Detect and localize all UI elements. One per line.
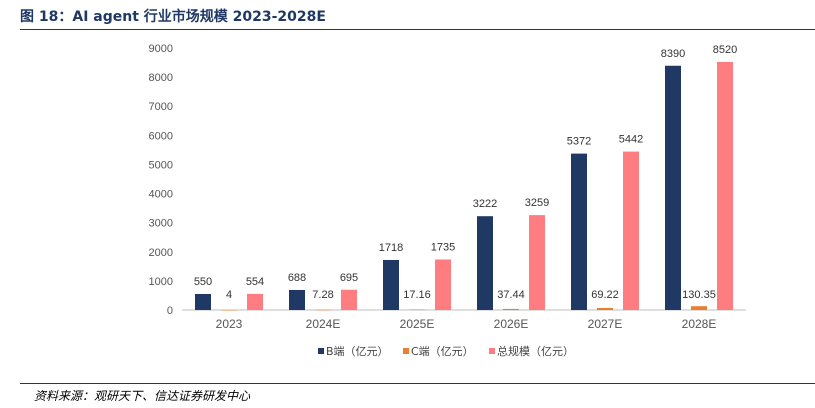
figure-title: 图 18：AI agent 行业市场规模 2023-2028E <box>20 9 326 25</box>
y-axis: 0 1000 2000 3000 4000 5000 6000 7000 8000 9000 <box>149 43 173 317</box>
data-label: 37.44 <box>497 289 525 301</box>
bar-2025E-series-1 <box>409 309 425 311</box>
data-label: 5372 <box>567 136 591 148</box>
data-label: 695 <box>340 272 358 284</box>
data-label: 1718 <box>379 242 403 254</box>
y-tick-label: 6000 <box>149 130 173 142</box>
bar-chart: 0 1000 2000 3000 4000 5000 6000 7000 8000 9000 55… <box>149 43 746 358</box>
data-label: 5442 <box>619 134 643 146</box>
x-tick-label: 2025E <box>400 317 435 331</box>
data-label: 17.16 <box>403 289 431 301</box>
y-tick-label: 4000 <box>149 189 173 201</box>
bar-2023-series-1 <box>221 309 237 311</box>
legend-label: B端（亿元） <box>326 345 389 358</box>
y-tick-label: 9000 <box>149 43 173 55</box>
bar-2027E-series-0 <box>571 153 587 310</box>
data-label: 3222 <box>473 198 497 210</box>
y-tick-label: 2000 <box>149 247 173 259</box>
y-tick-label: 8000 <box>149 72 173 84</box>
legend-label: C端（亿元） <box>411 345 474 358</box>
data-label: 4 <box>226 289 232 301</box>
data-label: 1735 <box>431 241 455 253</box>
bar-2025E-series-0 <box>383 259 399 310</box>
y-tick-label: 0 <box>167 305 173 317</box>
data-label: 3259 <box>525 197 549 209</box>
data-label: 550 <box>194 276 212 288</box>
bar-2023-series-2 <box>247 293 263 310</box>
data-label: 8520 <box>713 44 737 56</box>
bar-2026E-series-1 <box>503 308 519 310</box>
bar-2027E-series-2 <box>623 151 639 310</box>
data-label: 554 <box>246 276 264 288</box>
data-label: 130.35 <box>682 289 716 301</box>
bar-2024E-series-1 <box>315 309 331 311</box>
bar-2023-series-0 <box>195 293 211 310</box>
data-label: 8390 <box>661 48 685 60</box>
data-label: 688 <box>288 272 306 284</box>
y-tick-label: 3000 <box>149 218 173 230</box>
bar-2028E-series-2 <box>717 61 733 311</box>
bar-2024E-series-0 <box>289 289 305 310</box>
x-tick-label: 2023 <box>216 317 243 331</box>
x-tick-label: 2024E <box>306 317 341 331</box>
bar-2026E-series-2 <box>529 215 545 310</box>
title-divider <box>20 29 815 30</box>
data-label: 7.28 <box>312 289 333 301</box>
data-labels: 550 688 1718 3222 5372 8390 4 7.28 17.16 37.44 69.… <box>194 44 737 301</box>
legend-label: 总规模（亿元） <box>497 344 574 358</box>
y-tick-label: 1000 <box>149 276 173 288</box>
bar-2027E-series-1 <box>597 307 613 310</box>
y-tick-label: 7000 <box>149 101 173 113</box>
legend: B端（亿元） C端（亿元） 总规模（亿元） <box>318 344 574 358</box>
bar-2028E-series-1 <box>691 306 707 310</box>
bar-2025E-series-2 <box>435 259 451 310</box>
x-tick-label: 2028E <box>682 317 717 331</box>
legend-swatch <box>489 348 495 354</box>
bar-2024E-series-2 <box>341 289 357 310</box>
x-tick-label: 2027E <box>588 317 623 331</box>
bar-2026E-series-0 <box>477 216 493 310</box>
bars <box>195 61 733 311</box>
x-axis: 2023 2024E 2025E 2026E 2027E 2028E <box>216 317 717 331</box>
source-divider <box>20 383 815 384</box>
x-tick-label: 2026E <box>494 317 529 331</box>
bar-2028E-series-0 <box>665 65 681 310</box>
data-label: 69.22 <box>591 289 619 301</box>
legend-swatch <box>318 348 324 354</box>
y-tick-label: 5000 <box>149 159 173 171</box>
source-note: 资料来源：观研天下、信达证券研发中心 <box>34 389 251 403</box>
legend-swatch <box>403 348 409 354</box>
